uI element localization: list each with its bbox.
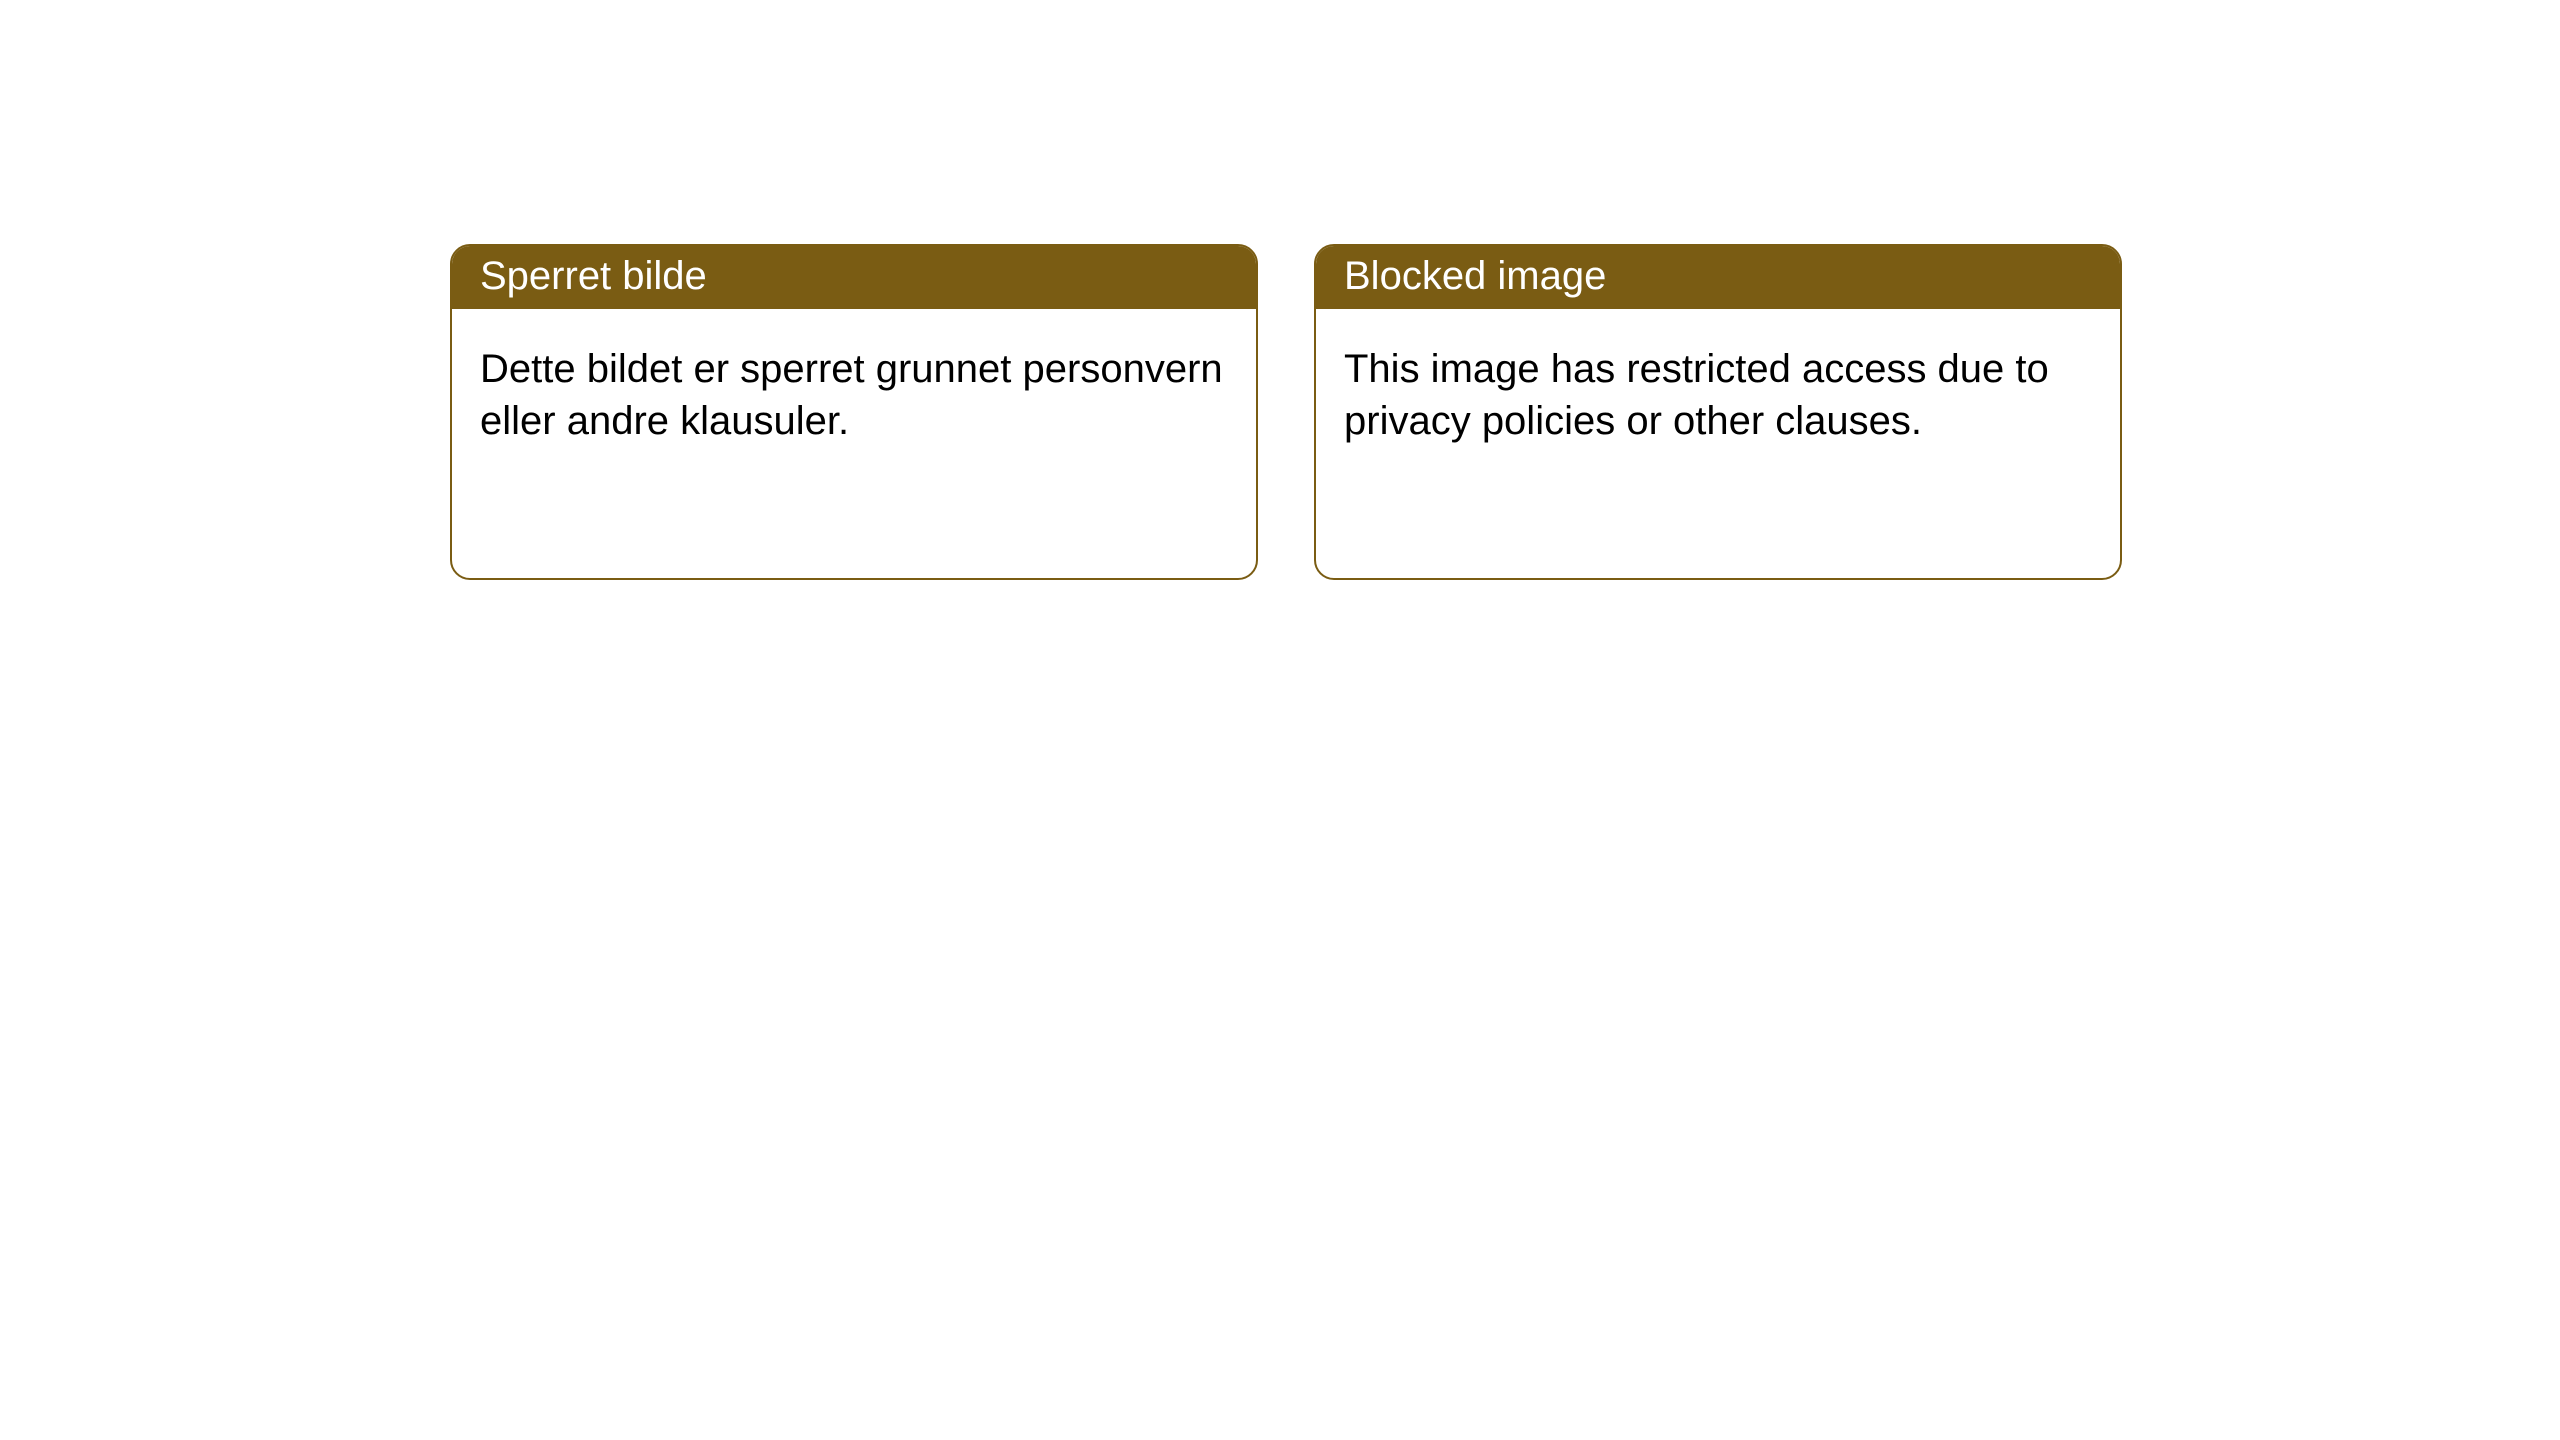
card-body: Dette bildet er sperret grunnet personve… bbox=[452, 309, 1256, 475]
notice-card-norwegian: Sperret bilde Dette bildet er sperret gr… bbox=[450, 244, 1258, 580]
notice-card-english: Blocked image This image has restricted … bbox=[1314, 244, 2122, 580]
notice-cards-container: Sperret bilde Dette bildet er sperret gr… bbox=[450, 244, 2560, 580]
card-header: Blocked image bbox=[1316, 246, 2120, 309]
card-body: This image has restricted access due to … bbox=[1316, 309, 2120, 475]
card-header: Sperret bilde bbox=[452, 246, 1256, 309]
